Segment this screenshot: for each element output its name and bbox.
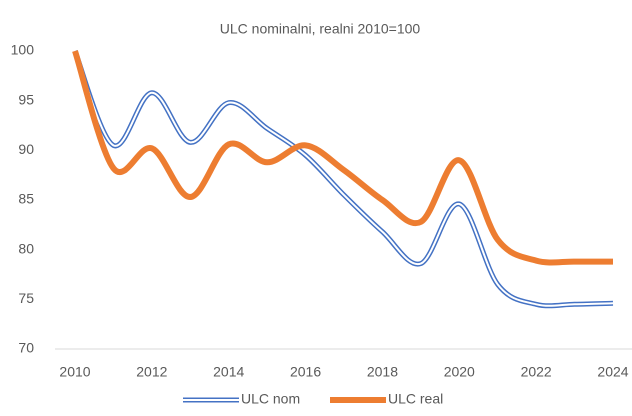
- series-line: [72, 50, 614, 266]
- x-tick-label: 2022: [521, 364, 552, 380]
- x-tick-label: 2024: [597, 364, 628, 380]
- x-tick-label: 2016: [290, 364, 321, 380]
- x-tick-label: 2020: [444, 364, 475, 380]
- y-tick-label: 95: [18, 91, 34, 107]
- x-tick-label: 2014: [213, 364, 244, 380]
- legend-label: ULC nom: [241, 391, 300, 407]
- x-tick-label: 2010: [59, 364, 90, 380]
- y-tick-label: 90: [18, 141, 34, 157]
- y-tick-label: 80: [18, 240, 34, 256]
- x-tick-label: 2012: [136, 364, 167, 380]
- chart-title: ULC nominalni, realni 2010=100: [220, 21, 421, 37]
- y-tick-label: 100: [11, 42, 35, 58]
- series-line-inner: [74, 50, 614, 307]
- series-line: [72, 50, 614, 309]
- y-tick-label: 85: [18, 191, 34, 207]
- y-tick-label: 70: [18, 340, 34, 356]
- y-tick-label: 75: [18, 290, 34, 306]
- x-tick-label: 2018: [367, 364, 398, 380]
- legend-label: ULC real: [388, 391, 443, 407]
